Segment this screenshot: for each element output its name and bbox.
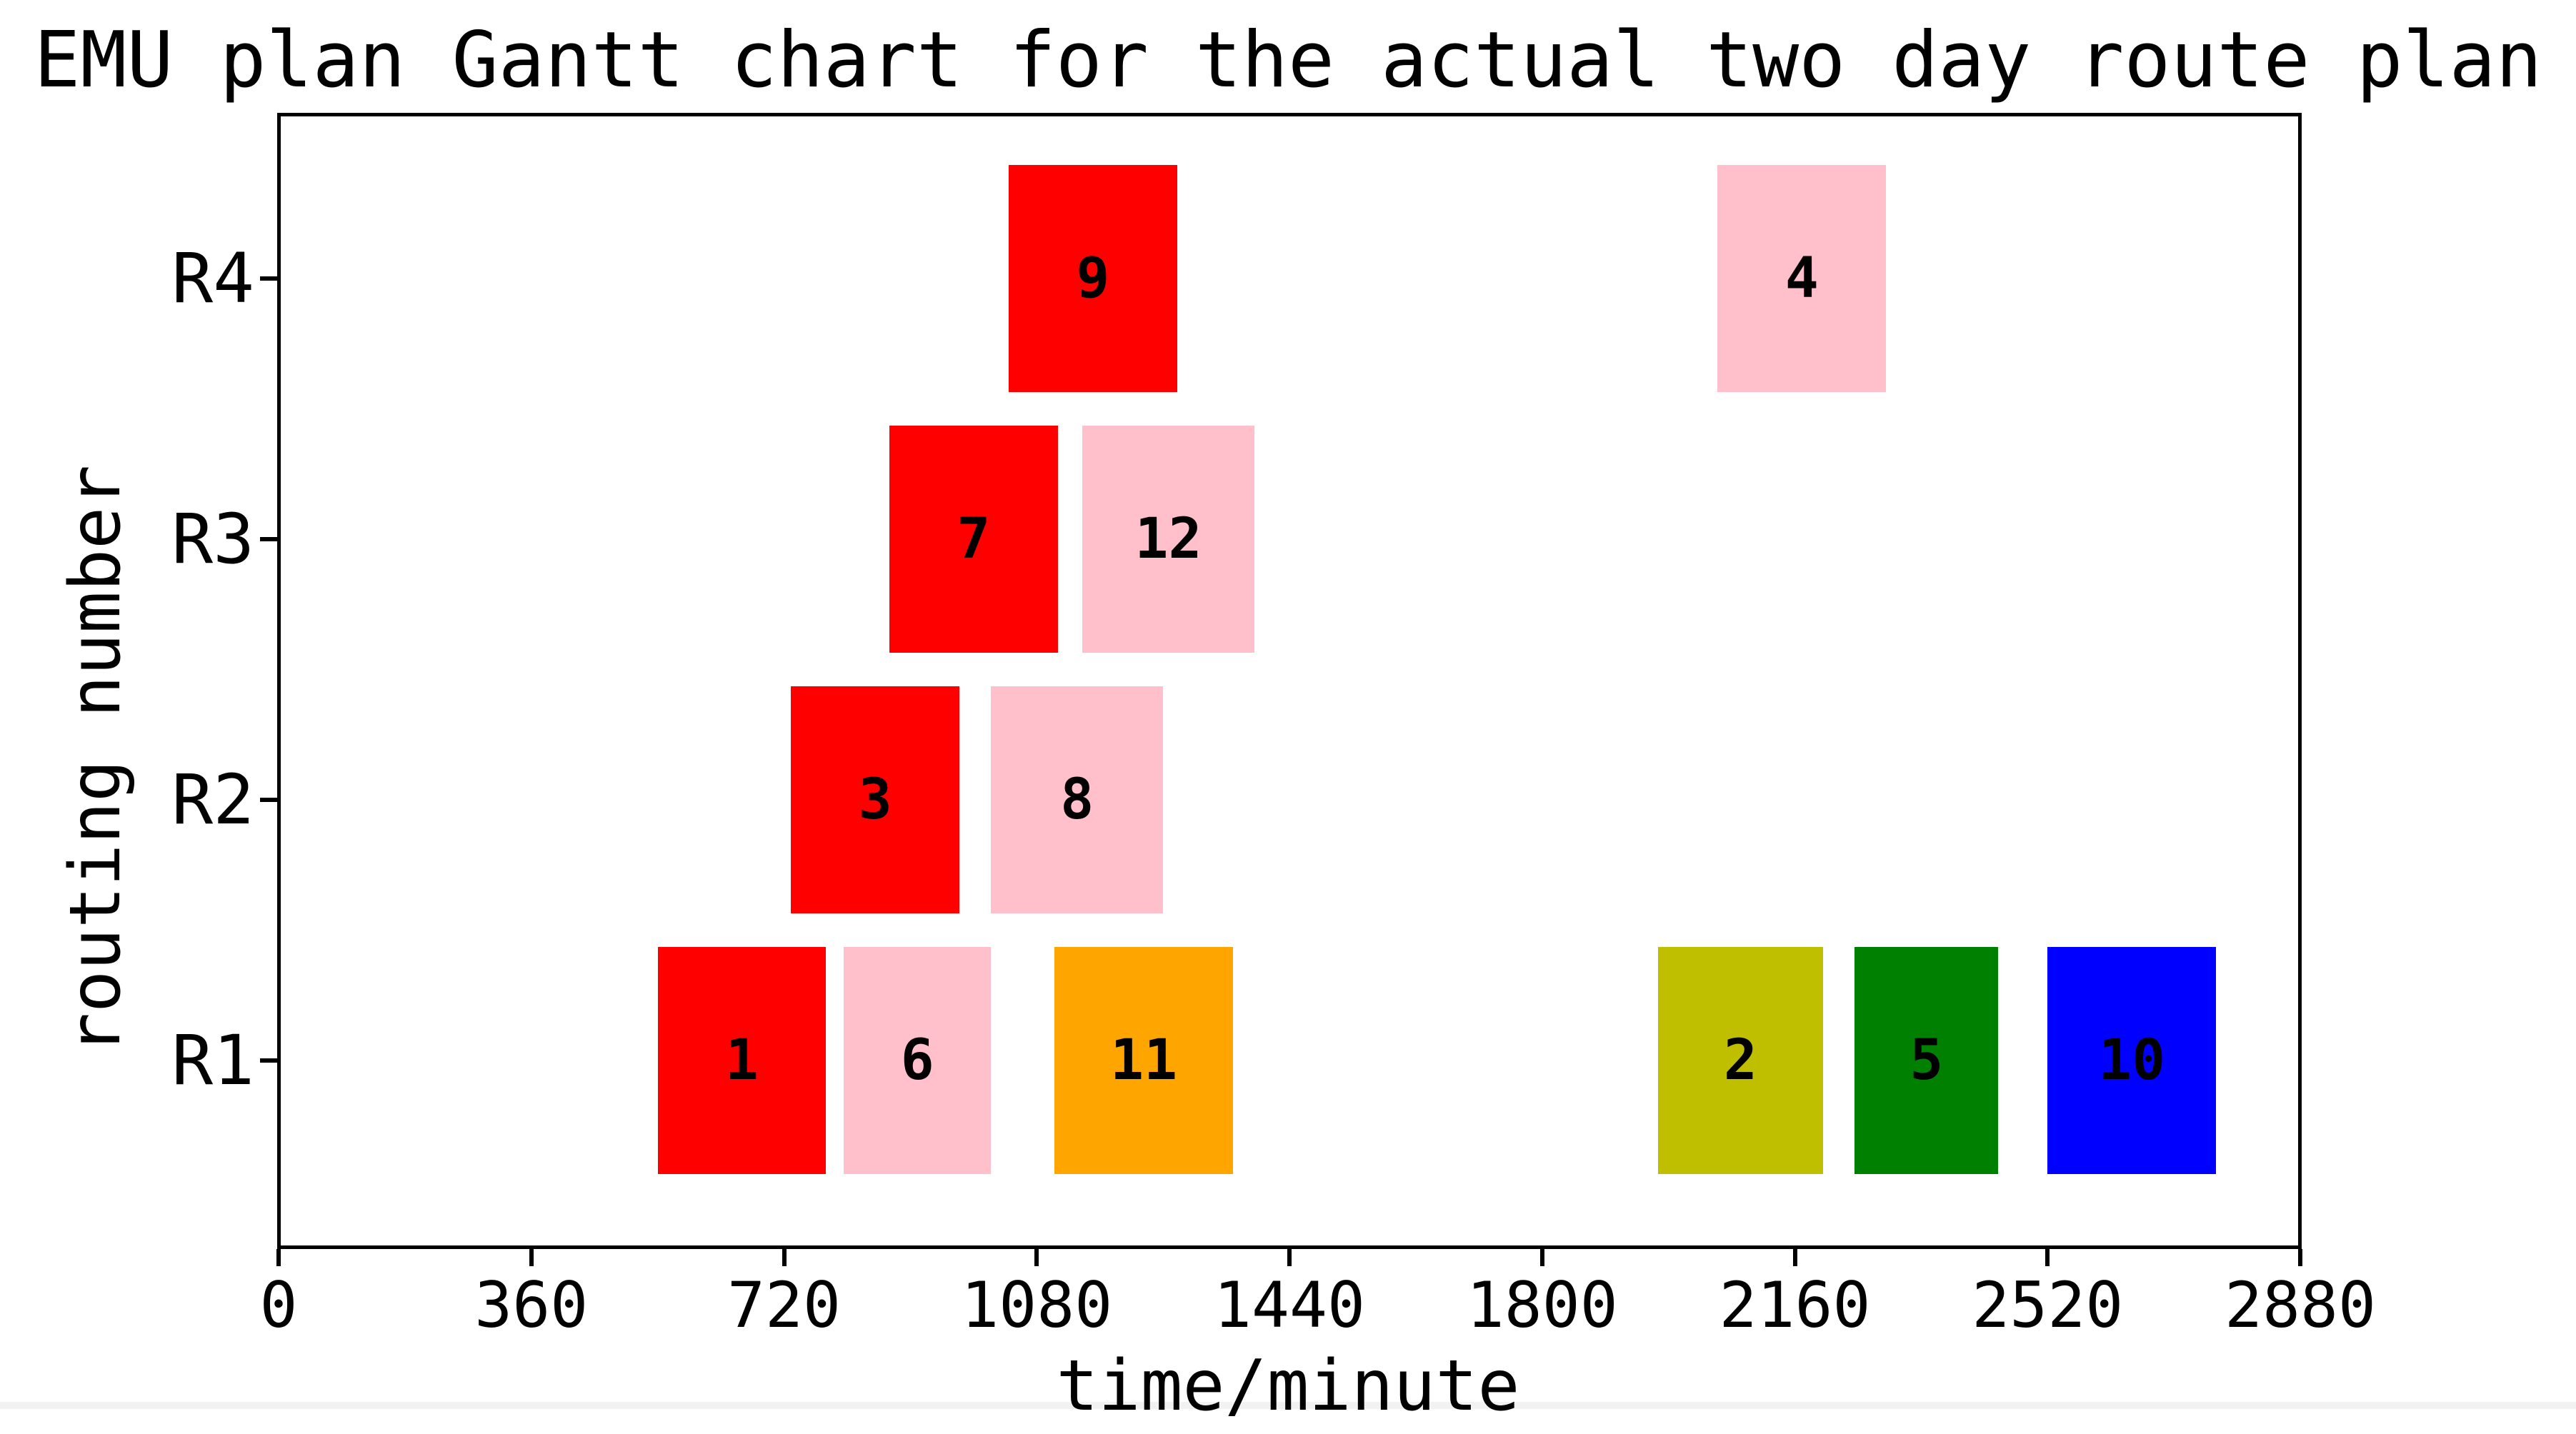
gantt-bar-task-1: 1: [657, 947, 827, 1175]
gantt-bar-task-2: 2: [1657, 947, 1823, 1175]
x-tick-label: 2520: [1972, 1268, 2124, 1342]
y-tick-label-r3: R3: [171, 499, 254, 580]
x-tick-mark: [276, 1249, 281, 1266]
x-tick-mark: [1539, 1249, 1544, 1266]
gantt-bar-task-12: 12: [1082, 426, 1254, 653]
gantt-bar-task-4: 4: [1717, 165, 1887, 393]
y-tick-mark: [260, 798, 279, 803]
bar-label: 7: [957, 507, 991, 572]
x-tick-label: 0: [259, 1268, 298, 1342]
gantt-bar-task-6: 6: [844, 947, 992, 1175]
y-tick-label-r1: R1: [171, 1021, 254, 1101]
bar-label: 4: [1784, 246, 1819, 311]
bar-label: 11: [1110, 1028, 1178, 1093]
x-tick-mark: [1287, 1249, 1292, 1266]
x-tick-mark: [2045, 1249, 2050, 1266]
bar-label: 5: [1909, 1028, 1944, 1093]
y-tick-label-r2: R2: [171, 760, 254, 841]
x-tick-label: 1440: [1214, 1268, 1365, 1342]
y-tick-mark: [260, 1058, 279, 1063]
y-tick-mark: [260, 537, 279, 542]
x-axis-label: time/minute: [1056, 1345, 1520, 1427]
gantt-bar-task-3: 3: [791, 686, 960, 914]
y-tick-mark: [260, 276, 279, 281]
x-tick-label: 360: [474, 1268, 589, 1342]
x-tick-label: 1080: [961, 1268, 1113, 1342]
x-tick-mark: [782, 1249, 787, 1266]
gantt-bar-task-11: 11: [1054, 947, 1234, 1175]
bar-label: 9: [1076, 246, 1110, 311]
x-tick-label: 720: [727, 1268, 841, 1342]
bar-label: 2: [1723, 1028, 1757, 1093]
gantt-bar-task-7: 7: [889, 426, 1058, 653]
bottom-strip: [0, 1402, 2576, 1409]
gantt-bar-task-8: 8: [991, 686, 1164, 914]
x-tick-mark: [2298, 1249, 2302, 1266]
y-tick-label-r4: R4: [171, 239, 254, 319]
bar-label: 6: [900, 1028, 934, 1093]
bar-label: 12: [1134, 507, 1202, 572]
x-tick-label: 1800: [1466, 1268, 1618, 1342]
x-tick-mark: [1792, 1249, 1797, 1266]
chart-title: EMU plan Gantt chart for the actual two …: [34, 16, 2542, 105]
x-tick-mark: [529, 1249, 534, 1266]
bar-label: 1: [725, 1028, 759, 1093]
bar-label: 3: [858, 768, 892, 833]
gantt-bar-task-9: 9: [1008, 165, 1177, 393]
x-tick-mark: [1034, 1249, 1039, 1266]
gantt-bar-task-5: 5: [1854, 947, 1999, 1175]
gantt-bar-task-10: 10: [2047, 947, 2217, 1175]
x-tick-label: 2160: [1719, 1268, 1871, 1342]
x-tick-label: 2880: [2225, 1268, 2376, 1342]
bar-label: 10: [2098, 1028, 2166, 1093]
bar-label: 8: [1060, 768, 1094, 833]
